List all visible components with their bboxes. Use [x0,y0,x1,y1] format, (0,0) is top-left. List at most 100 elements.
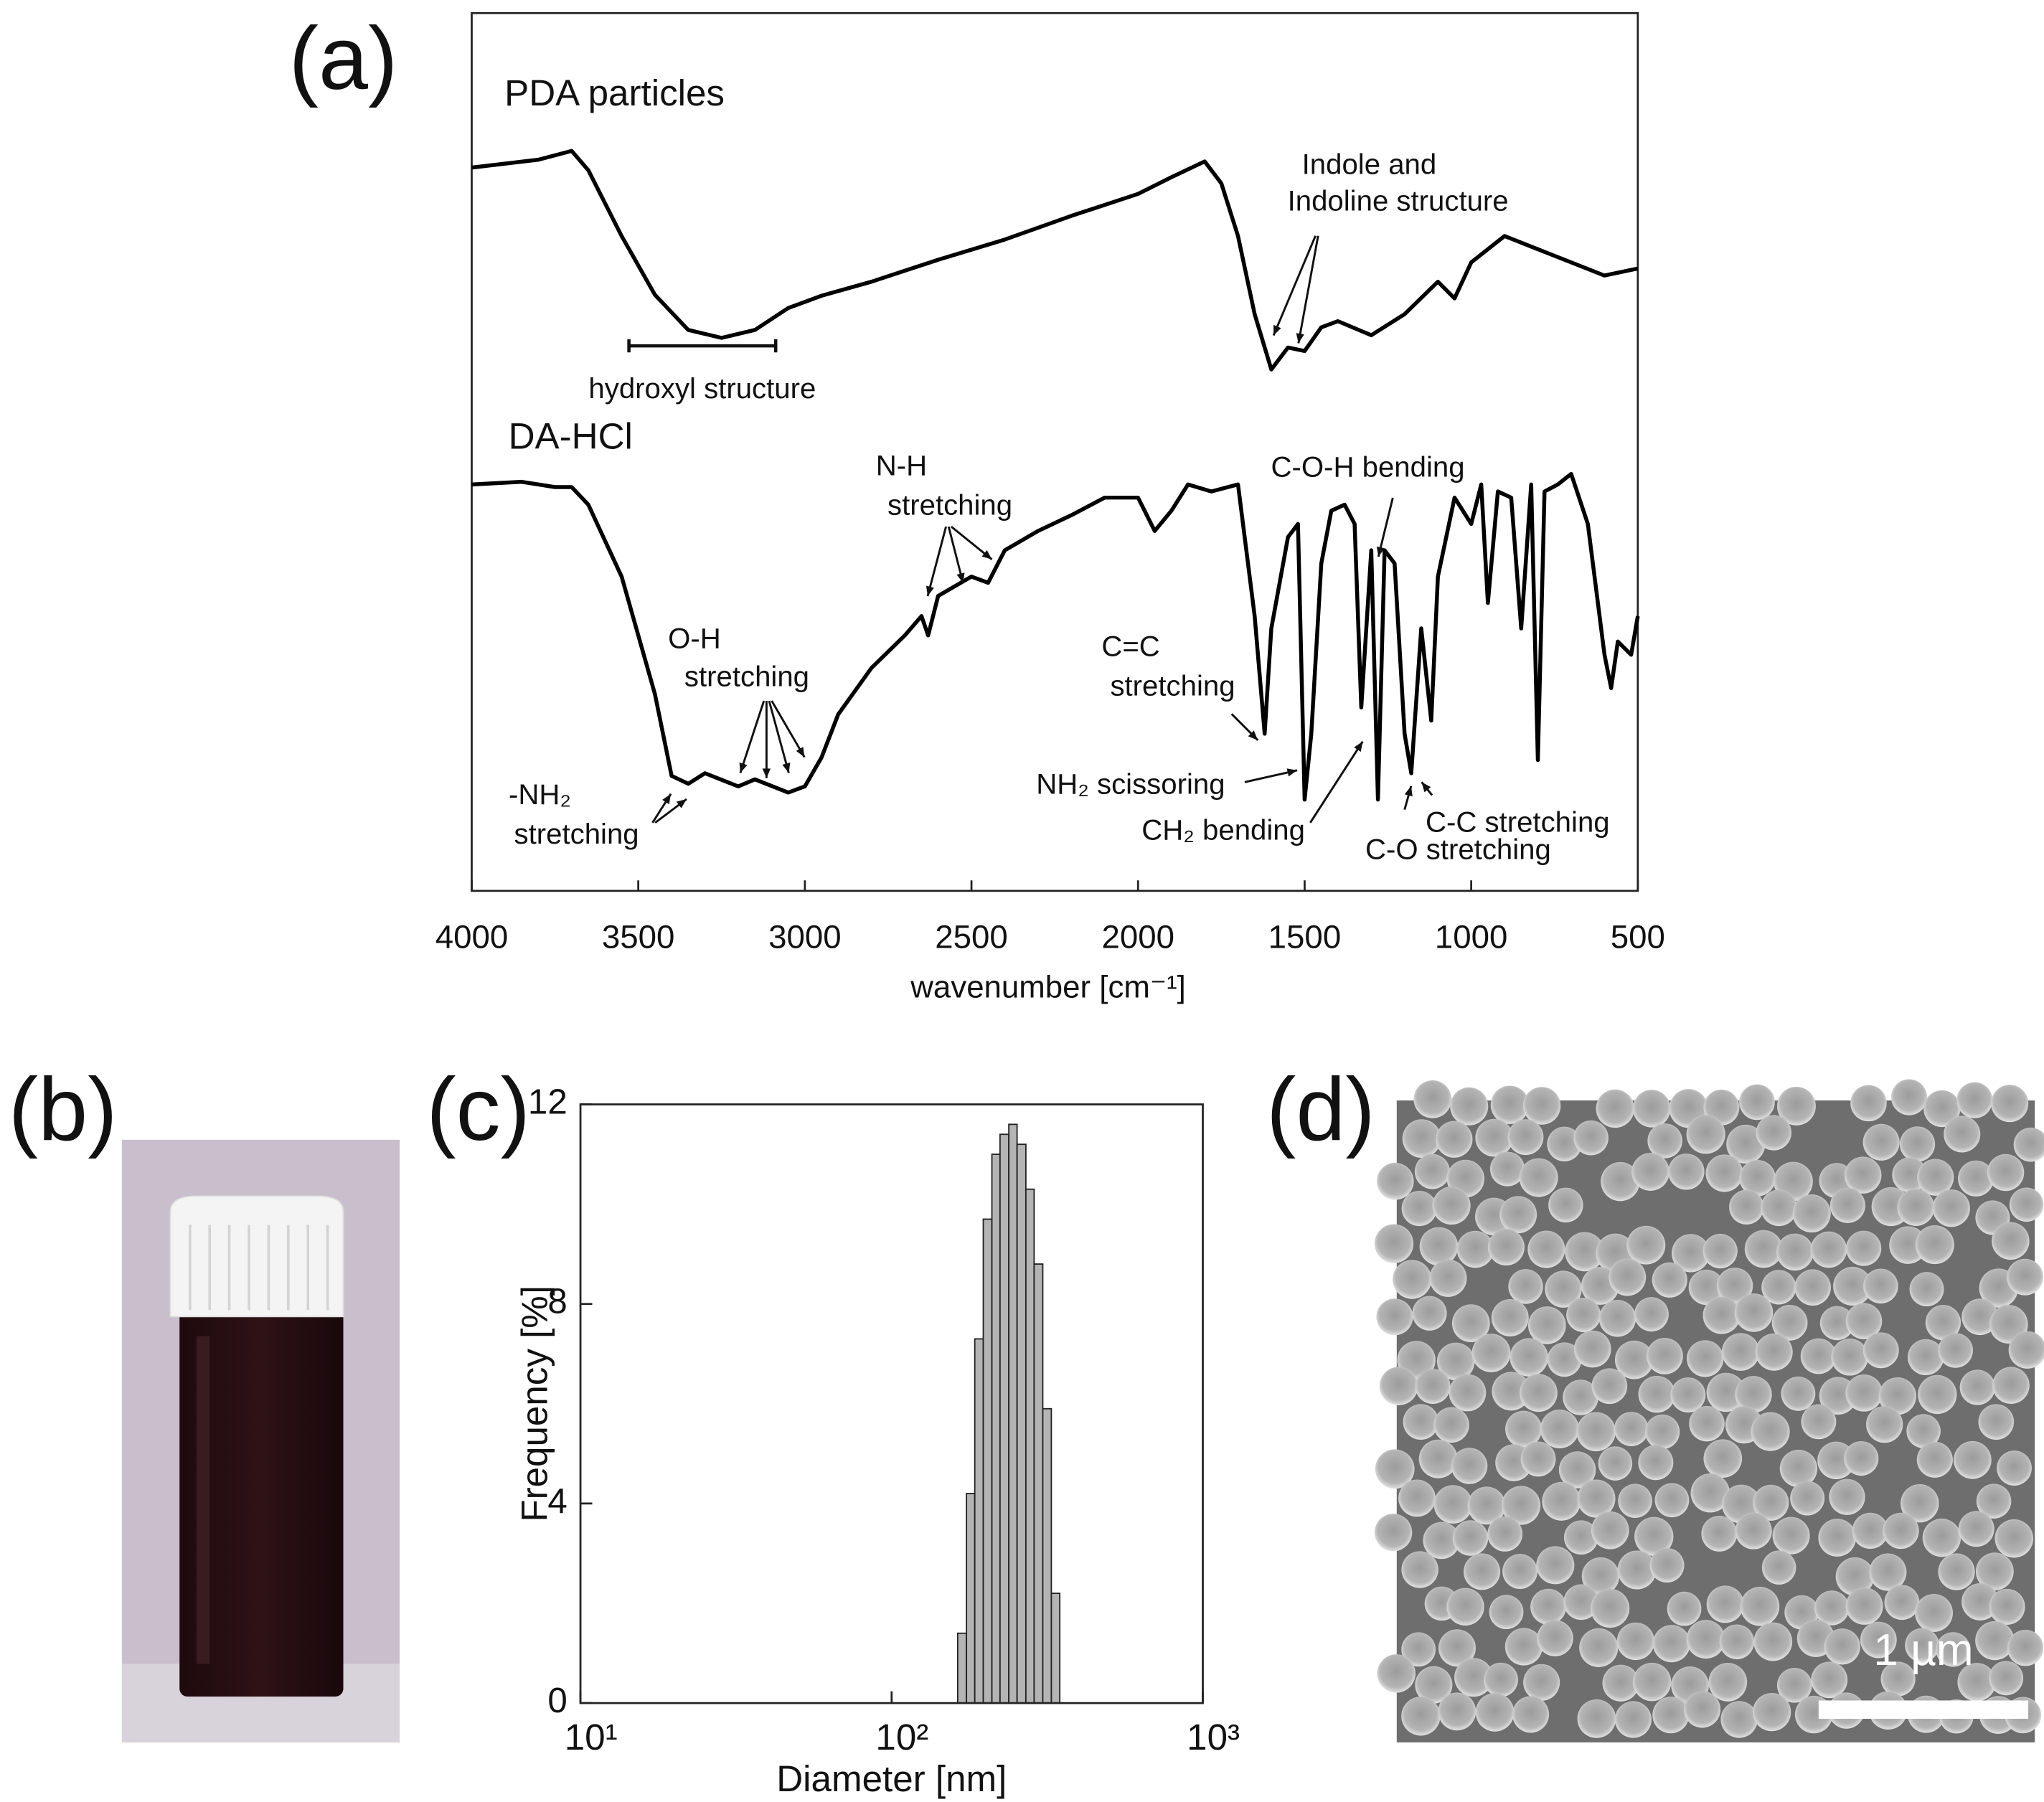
particle [1401,1190,1437,1227]
particle [1959,1369,1995,1405]
series-label: DA-HCl [509,415,633,456]
arrow-head [1273,324,1281,336]
histogram-bar [1016,1143,1027,1704]
particle [1735,1512,1772,1549]
particle [1905,1628,1939,1663]
particle [1563,1584,1599,1621]
particle [1512,1696,1550,1733]
sem-image: 1 µm [1374,1079,2044,1742]
particle [1644,1414,1680,1450]
particle [1800,1338,1837,1374]
annotation: C=C [1101,631,1159,663]
particle [1547,1342,1582,1377]
particle [1598,1300,1636,1337]
arrow-head [782,763,791,773]
particle [1492,1372,1531,1411]
annotation: N-H [876,450,927,482]
particle [1883,1512,1919,1549]
arrow-head [1286,768,1298,777]
particle [1591,1588,1630,1628]
arrow-shaft [739,700,766,773]
particle [1451,1448,1488,1484]
arrow-head [1248,730,1258,740]
particle [1992,1367,2030,1405]
particle [1537,1620,1573,1656]
particle [1540,1409,1579,1448]
x-tick-label: 10² [875,1717,928,1758]
particle [1944,1115,1981,1153]
particle [1938,1333,1973,1368]
particle [1566,1298,1601,1333]
particle [1598,1446,1633,1481]
particle [1456,1230,1494,1268]
particle [1779,1449,1818,1488]
particle [1450,1087,1489,1126]
particle [1687,1340,1724,1377]
annotation: O-H [668,623,721,655]
arrow-head [1376,546,1385,557]
particle [1989,1661,2024,1696]
particle [1523,1664,1560,1701]
particle [1906,1414,1941,1448]
particle [1419,1227,1459,1266]
particle [1530,1588,1567,1625]
particle [1702,1296,1741,1334]
arrow-head [1404,786,1413,797]
particle [1519,1374,1558,1412]
x-axis-label: wavenumber [cm⁻¹] [910,969,1185,1004]
particle [1734,1293,1774,1332]
series-label: PDA particles [504,72,725,113]
particle [1632,1090,1671,1128]
particle [2013,1127,2044,1162]
particle [1433,1407,1469,1443]
particle [1471,1334,1511,1372]
annotation: hydroxyl structure [588,372,816,405]
particle [1706,1585,1744,1623]
arrow-shaft [1272,235,1317,336]
particle [1502,1554,1537,1589]
arrow-head [662,793,672,805]
arrow-shaft [1297,235,1319,344]
particle [1547,1126,1582,1161]
particle [1862,1332,1899,1369]
annotation: stretching [684,661,809,693]
histogram-bar [1033,1263,1044,1704]
particle [1915,1594,1953,1632]
particle [1565,1232,1604,1272]
annotation: Indoline structure [1288,185,1509,217]
particle [1510,1338,1548,1377]
particle [1573,1330,1611,1368]
particle [1686,1115,1725,1154]
particle [1563,1379,1598,1415]
plot-frame [471,11,1639,892]
particle [1752,1692,1791,1732]
particle [1452,1520,1489,1556]
particle [1489,1151,1525,1187]
particle [1591,1368,1628,1405]
particle [1720,1701,1758,1738]
x-tick-label: 2000 [1101,918,1174,955]
panel-label: (c) [426,1060,530,1159]
arrow-head [956,572,965,583]
particle [1975,1621,2015,1661]
particle [1667,1591,1702,1626]
particle [1573,1120,1609,1156]
particle [1792,1194,1831,1233]
particle [1489,1595,1524,1630]
particle [1761,1550,1796,1585]
particle [1374,1224,1414,1263]
particle [1491,1299,1529,1336]
particle [1690,1473,1730,1513]
annotation: C-O stretching [1365,834,1551,866]
particle [1932,1189,1970,1227]
particle [1753,1484,1789,1521]
particle [1505,1410,1543,1448]
particle [1577,1479,1616,1518]
particle [1507,1119,1544,1156]
arrow-head [676,799,687,808]
particle [1708,1663,1748,1702]
particle [1976,1483,2012,1519]
particle [1499,1196,1537,1234]
particle [1824,1628,1860,1665]
